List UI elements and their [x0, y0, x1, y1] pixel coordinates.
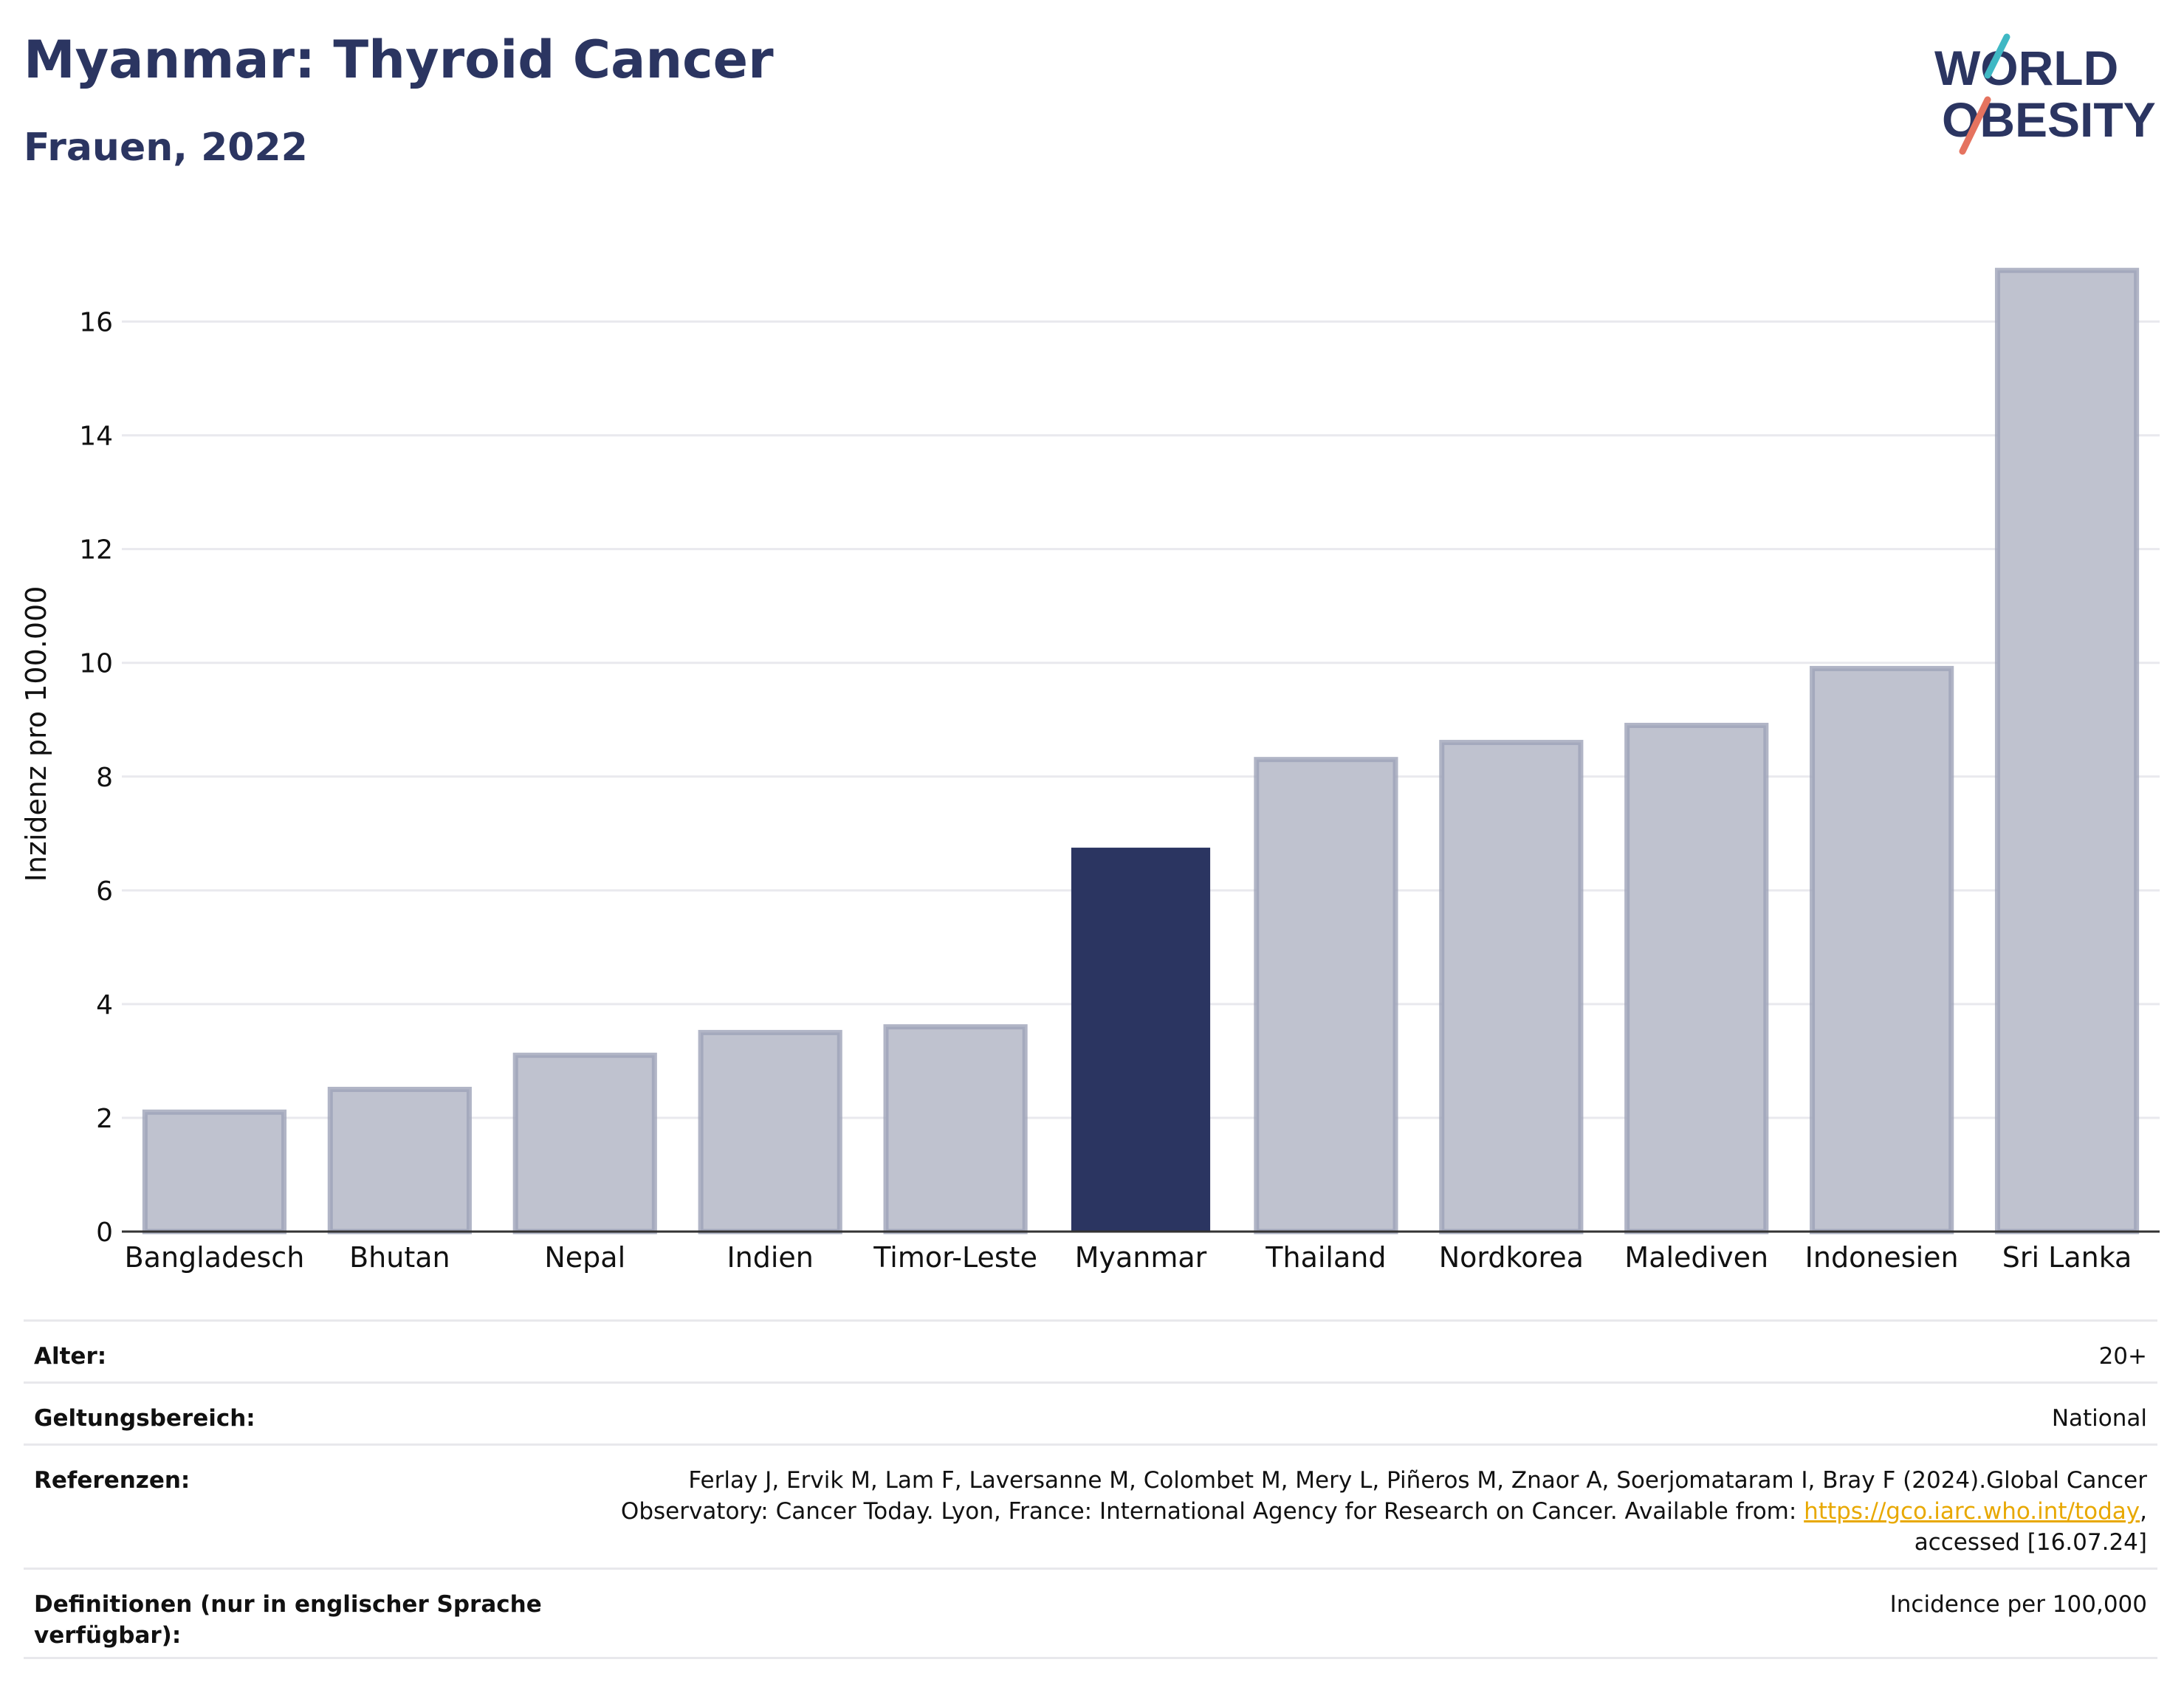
- x-tick-label: Bangladesch: [125, 1241, 305, 1274]
- y-tick-label: 2: [96, 1104, 113, 1134]
- reference-accessed: , accessed [16.07.24]: [1914, 1498, 2147, 1556]
- x-tick-label: Timor-Leste: [873, 1241, 1037, 1274]
- bar-chart: 0 2 4 6 8 10 12 14 16 Bangladesch Bhutan Nepal Indi…: [20, 267, 2160, 1274]
- page-subtitle: Frauen, 2022: [24, 126, 308, 170]
- bar-nepal: [512, 1052, 657, 1235]
- y-tick-label: 4: [96, 990, 113, 1020]
- info-key: Alter:: [34, 1343, 107, 1370]
- logo-accent-teal: [1984, 33, 2010, 79]
- bar-thailand: [1254, 757, 1398, 1235]
- bar-sri-lanka: [1994, 267, 2140, 1235]
- x-tick-label: Thailand: [1265, 1241, 1386, 1274]
- world-obesity-logo: WORLD OBESITY: [1934, 33, 2156, 155]
- bar-indonesien: [1810, 665, 1954, 1235]
- info-value: 20+: [2098, 1343, 2147, 1370]
- x-tick-label: Nepal: [544, 1241, 625, 1274]
- x-tick-label: Malediven: [1624, 1241, 1768, 1274]
- y-tick-label: 14: [79, 422, 113, 452]
- info-value: Ferlay J, Ervik M, Lam F, Laversanne M, …: [597, 1465, 2147, 1568]
- logo-line1: WORLD: [1934, 41, 2118, 95]
- y-tick-label: 12: [79, 535, 113, 566]
- info-row-definitions: Definitionen (nur in englischer Sprache …: [24, 1568, 2157, 1659]
- info-row-references: Referenzen: Ferlay J, Ervik M, Lam F, La…: [24, 1443, 2157, 1568]
- info-key: Referenzen:: [34, 1467, 190, 1494]
- logo-accent-coral: [1959, 96, 1991, 155]
- x-tick-label: Indonesien: [1805, 1241, 1959, 1274]
- info-table: Alter: 20+ Geltungsbereich: National Ref…: [24, 1319, 2157, 1659]
- bar-nordkorea: [1439, 740, 1584, 1235]
- y-tick-label: 10: [79, 649, 113, 679]
- x-tick-label: Nordkorea: [1439, 1241, 1584, 1274]
- y-axis-label: Inzidenz pro 100.000: [20, 586, 52, 882]
- info-value: Incidence per 100,000: [1889, 1591, 2147, 1618]
- bar-malediven: [1624, 722, 1769, 1235]
- info-key: Geltungsbereich:: [34, 1405, 255, 1432]
- bar-bangladesch: [142, 1109, 287, 1235]
- y-tick-label: 16: [79, 308, 113, 338]
- reference-link[interactable]: https://gco.iarc.who.int/today: [1804, 1498, 2140, 1525]
- x-tick-label: Bhutan: [349, 1241, 450, 1274]
- bars: [142, 267, 2140, 1235]
- x-tick-label: Indien: [727, 1241, 813, 1274]
- logo-line2: OBESITY: [1942, 92, 2156, 147]
- x-tick-labels: Bangladesch Bhutan Nepal Indien Timor-Leste M…: [125, 1241, 2132, 1274]
- y-tick-label: 0: [96, 1218, 113, 1248]
- reference-text: Ferlay J, Ervik M, Lam F, Laversanne M, …: [620, 1467, 2147, 1525]
- y-tick-labels: 0 2 4 6 8 10 12 14 16: [79, 308, 113, 1248]
- bar-myanmar: [1071, 848, 1211, 1232]
- info-value: National: [2051, 1405, 2147, 1432]
- page-title: Myanmar: Thyroid Cancer: [24, 30, 774, 90]
- bar-bhutan: [327, 1086, 472, 1235]
- y-tick-label: 6: [96, 876, 113, 907]
- bar-timor-leste: [883, 1024, 1028, 1235]
- x-tick-label: Myanmar: [1075, 1241, 1207, 1274]
- info-row-age: Alter: 20+: [24, 1319, 2157, 1381]
- x-tick-label: Sri Lanka: [2002, 1241, 2132, 1274]
- info-key: Definitionen (nur in englischer Sprache …: [34, 1591, 542, 1649]
- bar-indien: [698, 1029, 842, 1235]
- y-tick-label: 8: [96, 763, 113, 793]
- info-row-scope: Geltungsbereich: National: [24, 1381, 2157, 1443]
